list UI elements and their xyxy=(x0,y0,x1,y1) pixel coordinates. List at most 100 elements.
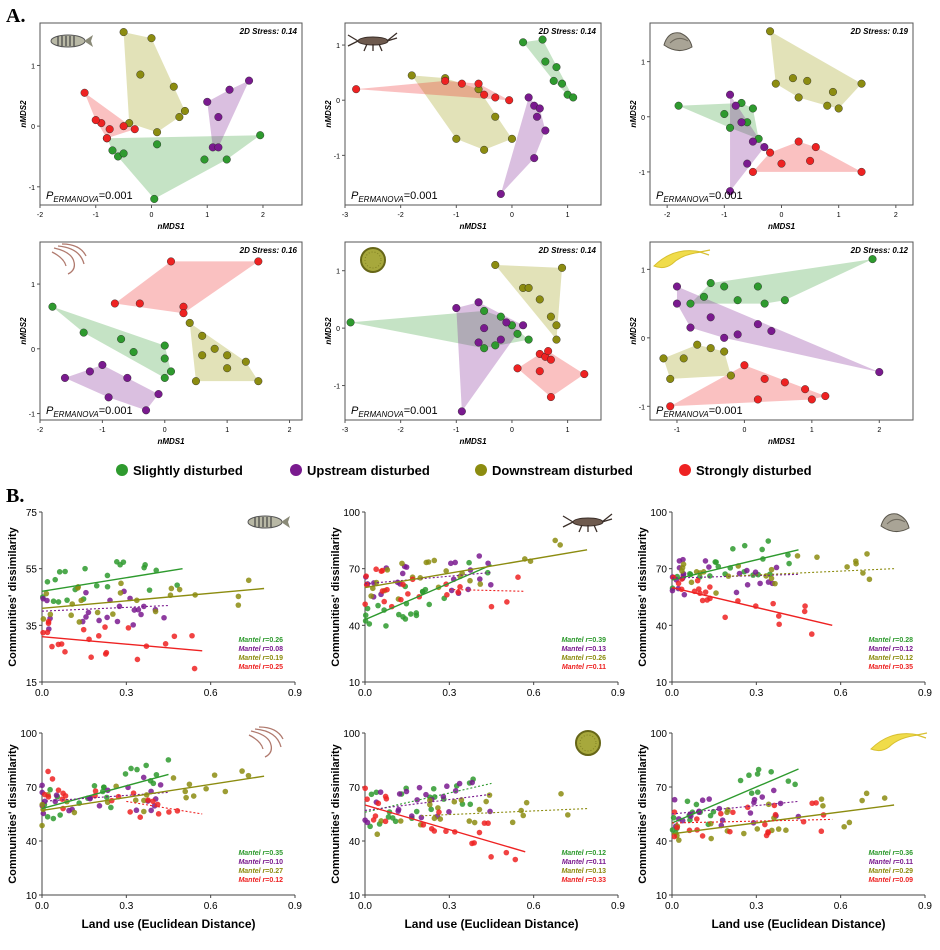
x-tick-label: 0.0 xyxy=(665,901,679,912)
data-point xyxy=(47,786,53,793)
data-point xyxy=(153,771,160,778)
data-point xyxy=(94,609,101,616)
data-point xyxy=(119,28,128,37)
data-point xyxy=(119,122,128,131)
data-point xyxy=(105,125,114,134)
data-point xyxy=(104,583,111,590)
data-point xyxy=(802,603,808,609)
chart-B5: 0.0 0.3 0.6 0.9 100 70 40 10 Communities' dissim… xyxy=(330,729,625,931)
data-point xyxy=(487,581,494,588)
data-point xyxy=(40,810,47,817)
data-point xyxy=(679,565,686,571)
mantel-value: =0.29 xyxy=(895,868,913,875)
y-tick-label: 10 xyxy=(656,891,668,902)
x-tick-label: 1 xyxy=(837,212,841,219)
data-point xyxy=(507,134,516,143)
data-point xyxy=(147,34,156,43)
mantel-prefix: Mantel r xyxy=(868,664,896,671)
x-axis-label: Land use (Euclidean Distance) xyxy=(81,917,255,931)
data-point xyxy=(383,623,389,629)
x-axis-label: nMDS1 xyxy=(768,222,796,231)
data-point xyxy=(808,631,815,637)
data-point xyxy=(807,395,816,404)
data-point xyxy=(726,187,735,196)
y-tick-label: 1 xyxy=(31,63,35,70)
data-point xyxy=(370,817,377,823)
data-point xyxy=(760,143,769,152)
data-point xyxy=(375,800,382,807)
data-point xyxy=(558,790,564,797)
y-tick-label: 15 xyxy=(26,678,38,689)
data-point xyxy=(364,605,371,612)
x-axis-label: nMDS1 xyxy=(157,222,185,231)
chart-A6: -1 0 1 2 1 0 -1 nMDS1 nMDS2 2D Stress: 0.12 PERMAN… xyxy=(629,241,914,446)
data-point xyxy=(469,779,476,786)
data-point xyxy=(552,335,561,344)
larva-legs-icon xyxy=(347,32,398,52)
data-point xyxy=(535,367,544,376)
group-hull xyxy=(52,306,171,378)
mantel-value: =0.25 xyxy=(265,664,283,671)
data-point xyxy=(430,785,437,792)
regression-line xyxy=(671,768,799,824)
x-tick-label: 2 xyxy=(877,427,881,434)
data-point xyxy=(133,807,140,814)
data-point xyxy=(480,344,489,353)
mantel-r-label: Mantel r=0.27 xyxy=(238,868,283,875)
mussel-icon xyxy=(663,32,693,51)
mantel-prefix: Mantel r xyxy=(868,868,896,875)
legend-label-downstream: Downstream disturbed xyxy=(492,463,633,478)
mantel-r-label: Mantel r=0.11 xyxy=(869,859,913,866)
data-point xyxy=(458,797,465,803)
data-point xyxy=(780,378,789,387)
mantel-value: =0.10 xyxy=(265,859,283,866)
data-point xyxy=(768,566,775,573)
x-tick-label: 2 xyxy=(288,427,292,434)
data-point xyxy=(707,584,713,590)
data-point xyxy=(122,771,129,777)
x-tick-label: -3 xyxy=(342,212,348,219)
data-point xyxy=(50,815,57,822)
mantel-value: =0.11 xyxy=(896,859,913,866)
data-point xyxy=(92,788,99,794)
data-point xyxy=(686,299,695,308)
data-point xyxy=(44,629,51,636)
chart-A4: -2 -1 0 1 2 1 0 -1 nMDS1 nMDS2 2D Stress: 0.16 PERM… xyxy=(19,241,303,446)
data-point xyxy=(392,818,399,825)
data-point xyxy=(866,576,873,583)
panel-a-label: A. xyxy=(6,5,25,27)
permanova-label: PERMANOVA=0.001 xyxy=(351,405,438,419)
permanova-sub: ERMANOVA xyxy=(358,195,403,204)
data-point xyxy=(766,27,775,36)
y-tick-label: 40 xyxy=(656,837,668,848)
data-point xyxy=(786,560,792,567)
fish-tail-icon xyxy=(84,35,93,47)
data-point xyxy=(154,801,161,808)
y-tick-label: 1 xyxy=(336,43,340,50)
data-point xyxy=(384,586,390,593)
data-point xyxy=(420,822,427,828)
plot-frame xyxy=(344,241,602,421)
data-point xyxy=(743,159,752,168)
data-point xyxy=(780,296,789,305)
data-point xyxy=(223,351,232,360)
data-point xyxy=(373,566,379,573)
mantel-r-label: Mantel r=0.11 xyxy=(562,664,606,671)
data-point xyxy=(396,611,402,618)
data-point xyxy=(39,801,46,808)
data-point xyxy=(754,826,761,832)
chart-B4: 0.0 0.3 0.6 0.9 100 70 40 10 Communities' dissim… xyxy=(7,726,302,931)
regression-line xyxy=(671,800,799,815)
data-point xyxy=(431,815,438,822)
data-point xyxy=(138,611,144,618)
copepod-icon xyxy=(870,733,920,752)
data-point xyxy=(783,827,789,833)
data-point xyxy=(83,589,89,596)
data-point xyxy=(828,87,837,96)
data-point xyxy=(480,145,489,154)
data-point xyxy=(544,347,553,356)
permanova-sub: ERMANOVA xyxy=(53,195,98,204)
data-point xyxy=(80,88,89,97)
data-point xyxy=(754,789,761,795)
